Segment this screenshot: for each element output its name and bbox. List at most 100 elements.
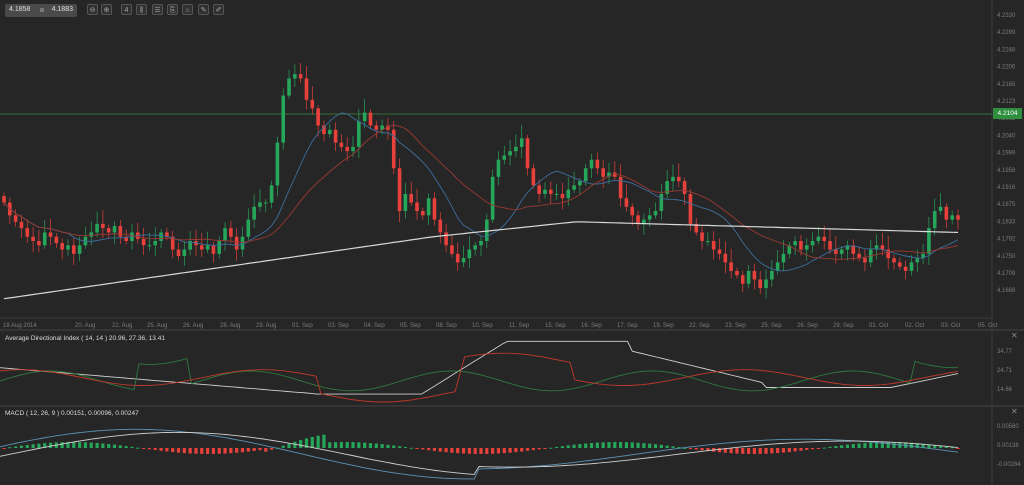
macd-histogram-bar <box>555 446 559 448</box>
candle-body <box>508 151 512 156</box>
macd-histogram-bar <box>304 438 309 448</box>
price-axis-label: 4.2040 <box>997 133 1016 139</box>
candle-type-icon[interactable]: ⫼ <box>136 4 147 15</box>
candle-body <box>176 249 181 256</box>
macd-histogram-bar <box>589 443 594 448</box>
candle-body <box>357 121 361 147</box>
candle-body <box>909 262 914 271</box>
tag-icon[interactable]: ⌂ <box>182 4 193 15</box>
zoom-in-icon[interactable]: ⊕ <box>101 4 112 15</box>
candle-body <box>269 185 274 203</box>
macd-histogram-bar <box>735 448 739 454</box>
macd-histogram-bar <box>909 442 914 448</box>
candle-body <box>822 236 827 241</box>
price-axis-label: 4.1999 <box>997 151 1016 157</box>
draw-line-icon[interactable]: ✎ <box>198 4 209 15</box>
candle-body <box>118 226 123 237</box>
macd-histogram-bar <box>386 444 390 448</box>
macd-histogram-bar <box>211 448 216 454</box>
time-axis-label: 22. Sep <box>689 323 710 329</box>
macd-histogram-bar <box>682 447 687 449</box>
candle-body <box>304 78 309 100</box>
candle-body <box>787 245 792 254</box>
candle-body <box>444 232 448 246</box>
macd-histogram-bar <box>264 448 268 452</box>
candle-body <box>25 228 30 237</box>
candle-body <box>612 172 617 177</box>
price-axis-label: 4.1875 <box>997 202 1016 208</box>
macd-histogram-bar <box>43 443 47 448</box>
template-icon[interactable]: ⎘ <box>167 4 178 15</box>
macd-histogram-bar <box>491 448 495 454</box>
candle-body <box>37 241 41 246</box>
candle-body <box>857 253 861 259</box>
zoom-out-icon[interactable]: ⊖ <box>87 4 98 15</box>
macd-histogram-bar <box>700 448 704 451</box>
price-axis-label: 4.1668 <box>997 288 1016 294</box>
macd-histogram-bar <box>665 445 669 448</box>
macd-histogram-bar <box>572 444 576 448</box>
macd-histogram-bar <box>531 448 535 451</box>
candle-body <box>589 159 594 169</box>
time-axis-label: 17. Sep <box>617 323 638 329</box>
macd-histogram-bar <box>101 443 105 448</box>
candle-body <box>339 142 344 147</box>
candle-body <box>676 176 681 182</box>
macd-histogram-bar <box>688 448 693 449</box>
macd-histogram-bar <box>269 448 274 450</box>
candle-body <box>549 189 553 194</box>
price-axis-label: 4.1833 <box>997 219 1016 225</box>
macd-histogram-bar <box>293 441 297 448</box>
candle-body <box>141 238 146 246</box>
adx-axis-label: 14.66 <box>997 387 1013 393</box>
macd-histogram-bar <box>863 442 867 448</box>
macd-histogram-bar <box>205 448 210 454</box>
macd-histogram-bar <box>537 448 541 450</box>
macd-histogram-bar <box>892 442 896 448</box>
candle-body <box>903 266 908 271</box>
macd-histogram-bar <box>578 444 582 448</box>
close-adx-pane-button[interactable]: ✕ <box>1011 331 1018 340</box>
price-axis-label: 4.2248 <box>997 47 1016 53</box>
price-axis-label: 4.1709 <box>997 271 1016 277</box>
candle-body <box>415 202 419 212</box>
ma-slow-line <box>3 221 959 300</box>
macd-histogram-bar <box>200 448 204 454</box>
candle-body <box>60 243 64 250</box>
timeframe-icon[interactable]: 4 <box>121 4 132 15</box>
time-axis-label: 25. Sep <box>761 323 782 329</box>
candle-body <box>892 258 896 263</box>
time-axis-label: 20. Aug <box>75 323 95 329</box>
candle-body <box>502 155 507 160</box>
macd-histogram-bar <box>927 444 931 448</box>
macd-histogram-bar <box>438 448 442 452</box>
macd-histogram-bar <box>566 445 570 448</box>
macd-histogram-bar <box>770 448 774 454</box>
macd-histogram-bar <box>130 446 134 448</box>
time-axis-label: 01. Oct <box>869 323 889 329</box>
candle-body <box>223 228 227 241</box>
macd-histogram-bar <box>316 435 320 448</box>
macd-histogram-bar <box>229 448 233 454</box>
close-macd-pane-button[interactable]: ✕ <box>1011 407 1018 416</box>
candle-body <box>758 279 763 289</box>
eraser-icon[interactable]: ✐ <box>213 4 224 15</box>
candle-body <box>706 241 710 242</box>
candle-body <box>153 241 158 246</box>
time-axis-label: 04. Sep <box>364 323 385 329</box>
macd-histogram-bar <box>601 442 605 448</box>
candle-body <box>932 211 937 229</box>
candle-body <box>845 245 850 250</box>
candle-body <box>112 226 117 233</box>
macd-histogram-bar <box>764 448 768 454</box>
candle-body <box>310 99 315 109</box>
macd-histogram-bar <box>723 448 727 453</box>
macd-pane-title: MACD ( 12, 26, 9 ) 0.00151, 0.00096, 0.0… <box>5 410 139 417</box>
candle-body <box>246 219 251 237</box>
candle-body <box>345 146 350 152</box>
macd-histogram-bar <box>89 442 93 448</box>
indicators-icon[interactable]: ☰ <box>152 4 163 15</box>
candle-body <box>95 223 99 233</box>
macd-histogram-bar <box>444 448 448 453</box>
